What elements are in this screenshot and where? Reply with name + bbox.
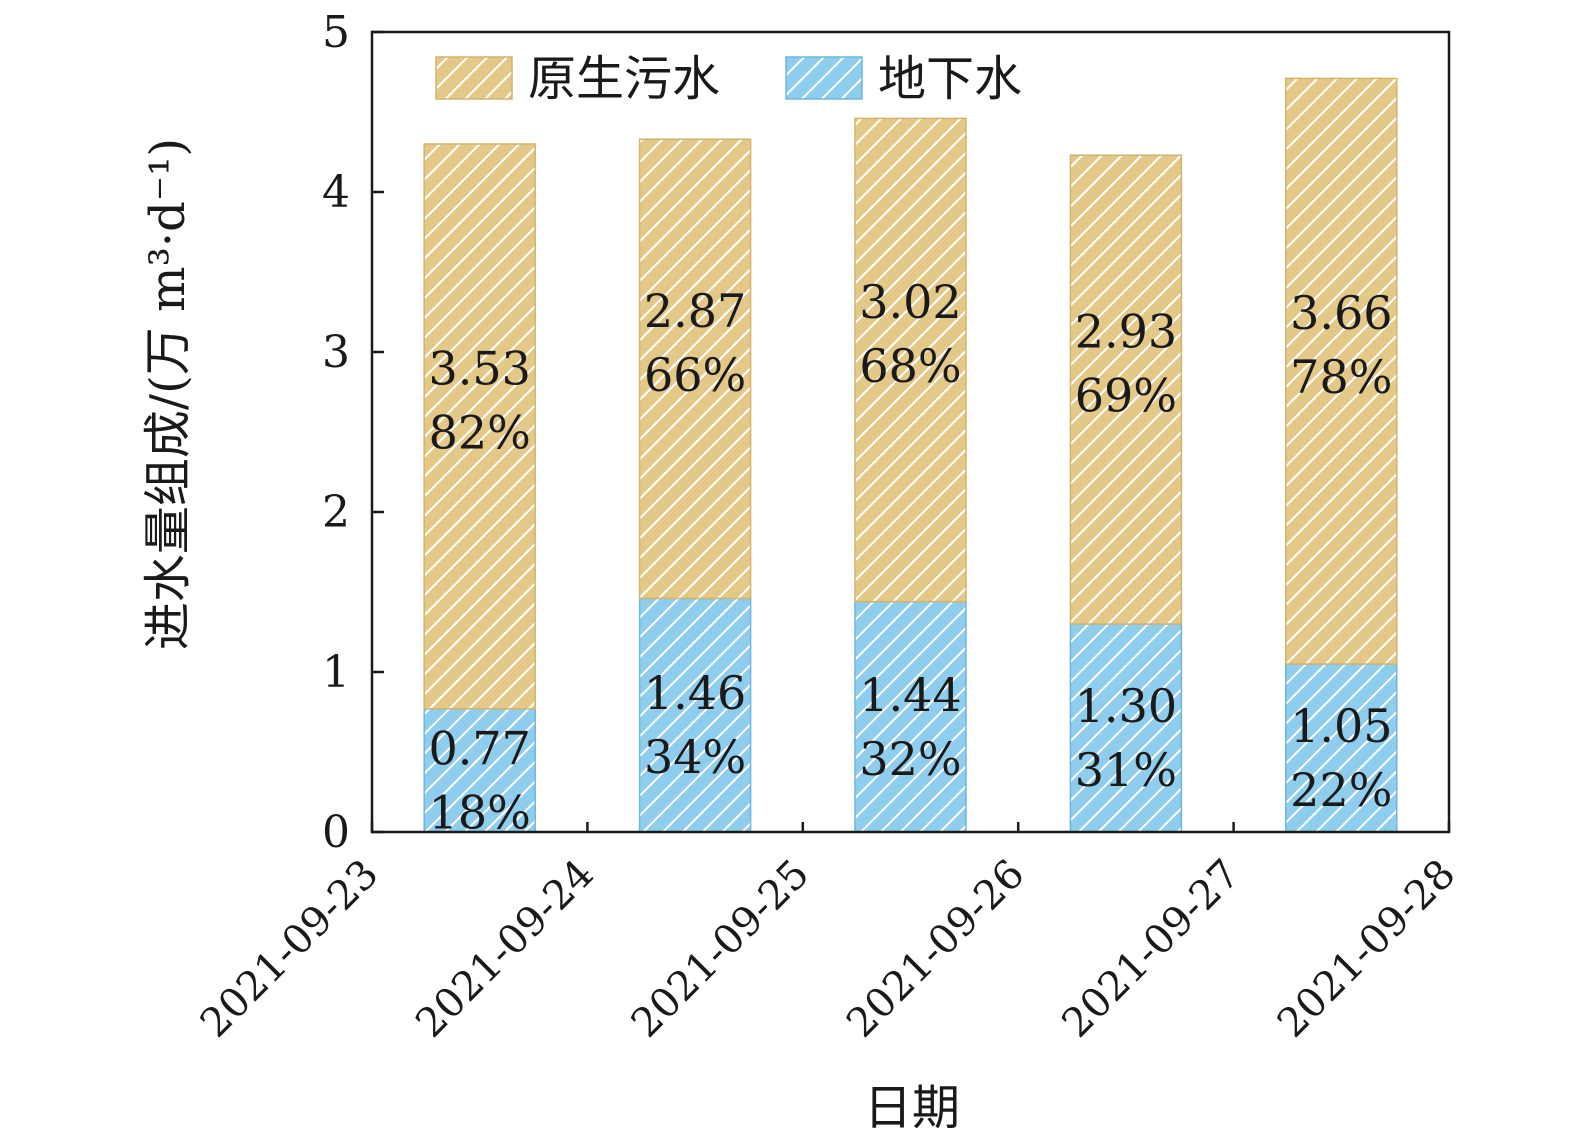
label-groundwater-percent: 31% bbox=[1075, 743, 1177, 797]
label-sewage-percent: 82% bbox=[429, 405, 531, 459]
label-sewage-percent: 69% bbox=[1075, 369, 1177, 423]
bar-sewage-2021-09-24 bbox=[423, 143, 536, 710]
legend-label-sewage: 原生污水 bbox=[528, 51, 720, 107]
label-groundwater-percent: 22% bbox=[1290, 763, 1392, 817]
legend-swatch-sewage bbox=[435, 56, 513, 100]
y-tick-label: 0 bbox=[322, 807, 350, 858]
label-sewage-value: 3.53 bbox=[428, 341, 530, 395]
label-groundwater-percent: 34% bbox=[644, 730, 746, 784]
bar-groundwater-2021-09-24 bbox=[423, 708, 536, 833]
legend-swatch-groundwater bbox=[785, 56, 863, 100]
x-tick-label: 2021-09-26 bbox=[838, 851, 1034, 1047]
x-axis: 2021-09-23 2021-09-24 2021-09-25 2021-09-26… bbox=[192, 822, 1465, 1047]
y-axis-title: 进水量组成/(万 m³·d⁻¹) bbox=[140, 138, 196, 650]
x-tick-label: 2021-09-28 bbox=[1269, 851, 1465, 1047]
label-sewage-percent: 66% bbox=[644, 348, 746, 402]
label-groundwater-percent: 18% bbox=[429, 785, 531, 839]
data-labels-layer: 0.77 18% 3.53 82% 1.46 34% 2.87 66% 1.44 32% 3.02 6… bbox=[428, 275, 1392, 839]
label-groundwater-value: 1.46 bbox=[644, 666, 746, 720]
y-tick-label: 1 bbox=[322, 647, 350, 698]
bars-layer bbox=[423, 77, 1398, 833]
x-tick-label: 2021-09-24 bbox=[407, 851, 603, 1047]
x-axis-title: 日期 bbox=[864, 1080, 960, 1136]
label-sewage-value: 2.93 bbox=[1075, 305, 1177, 359]
y-axis: 0 1 2 3 4 5 bbox=[322, 7, 384, 858]
y-tick-label: 4 bbox=[322, 167, 350, 218]
legend-label-groundwater: 地下水 bbox=[878, 51, 1022, 107]
bar-sewage-2021-09-25 bbox=[638, 138, 752, 600]
x-tick-label: 2021-09-27 bbox=[1053, 851, 1249, 1047]
label-groundwater-value: 0.77 bbox=[428, 721, 530, 775]
label-groundwater-value: 1.30 bbox=[1075, 679, 1177, 733]
y-tick-label: 3 bbox=[322, 327, 350, 378]
bar-groundwater-2021-09-26 bbox=[854, 600, 967, 833]
label-sewage-value: 2.87 bbox=[644, 284, 746, 338]
bar-sewage-2021-09-27 bbox=[1069, 154, 1183, 625]
x-tick-label: 2021-09-25 bbox=[623, 851, 819, 1047]
label-sewage-percent: 78% bbox=[1290, 350, 1392, 404]
label-groundwater-percent: 32% bbox=[859, 732, 961, 786]
y-tick-label: 5 bbox=[322, 7, 350, 58]
y-tick-label: 2 bbox=[322, 487, 350, 538]
label-groundwater-value: 1.05 bbox=[1290, 699, 1392, 753]
label-groundwater-value: 1.44 bbox=[859, 668, 961, 722]
label-sewage-value: 3.02 bbox=[859, 275, 961, 329]
legend: 原生污水 地下水 bbox=[435, 51, 1022, 107]
bar-sewage-2021-09-26 bbox=[854, 117, 967, 603]
label-sewage-percent: 68% bbox=[859, 339, 961, 393]
x-tick-label: 2021-09-23 bbox=[192, 851, 388, 1047]
label-sewage-value: 3.66 bbox=[1290, 286, 1392, 340]
bar-sewage-2021-09-28 bbox=[1285, 77, 1398, 665]
plot-frame bbox=[370, 30, 1451, 834]
